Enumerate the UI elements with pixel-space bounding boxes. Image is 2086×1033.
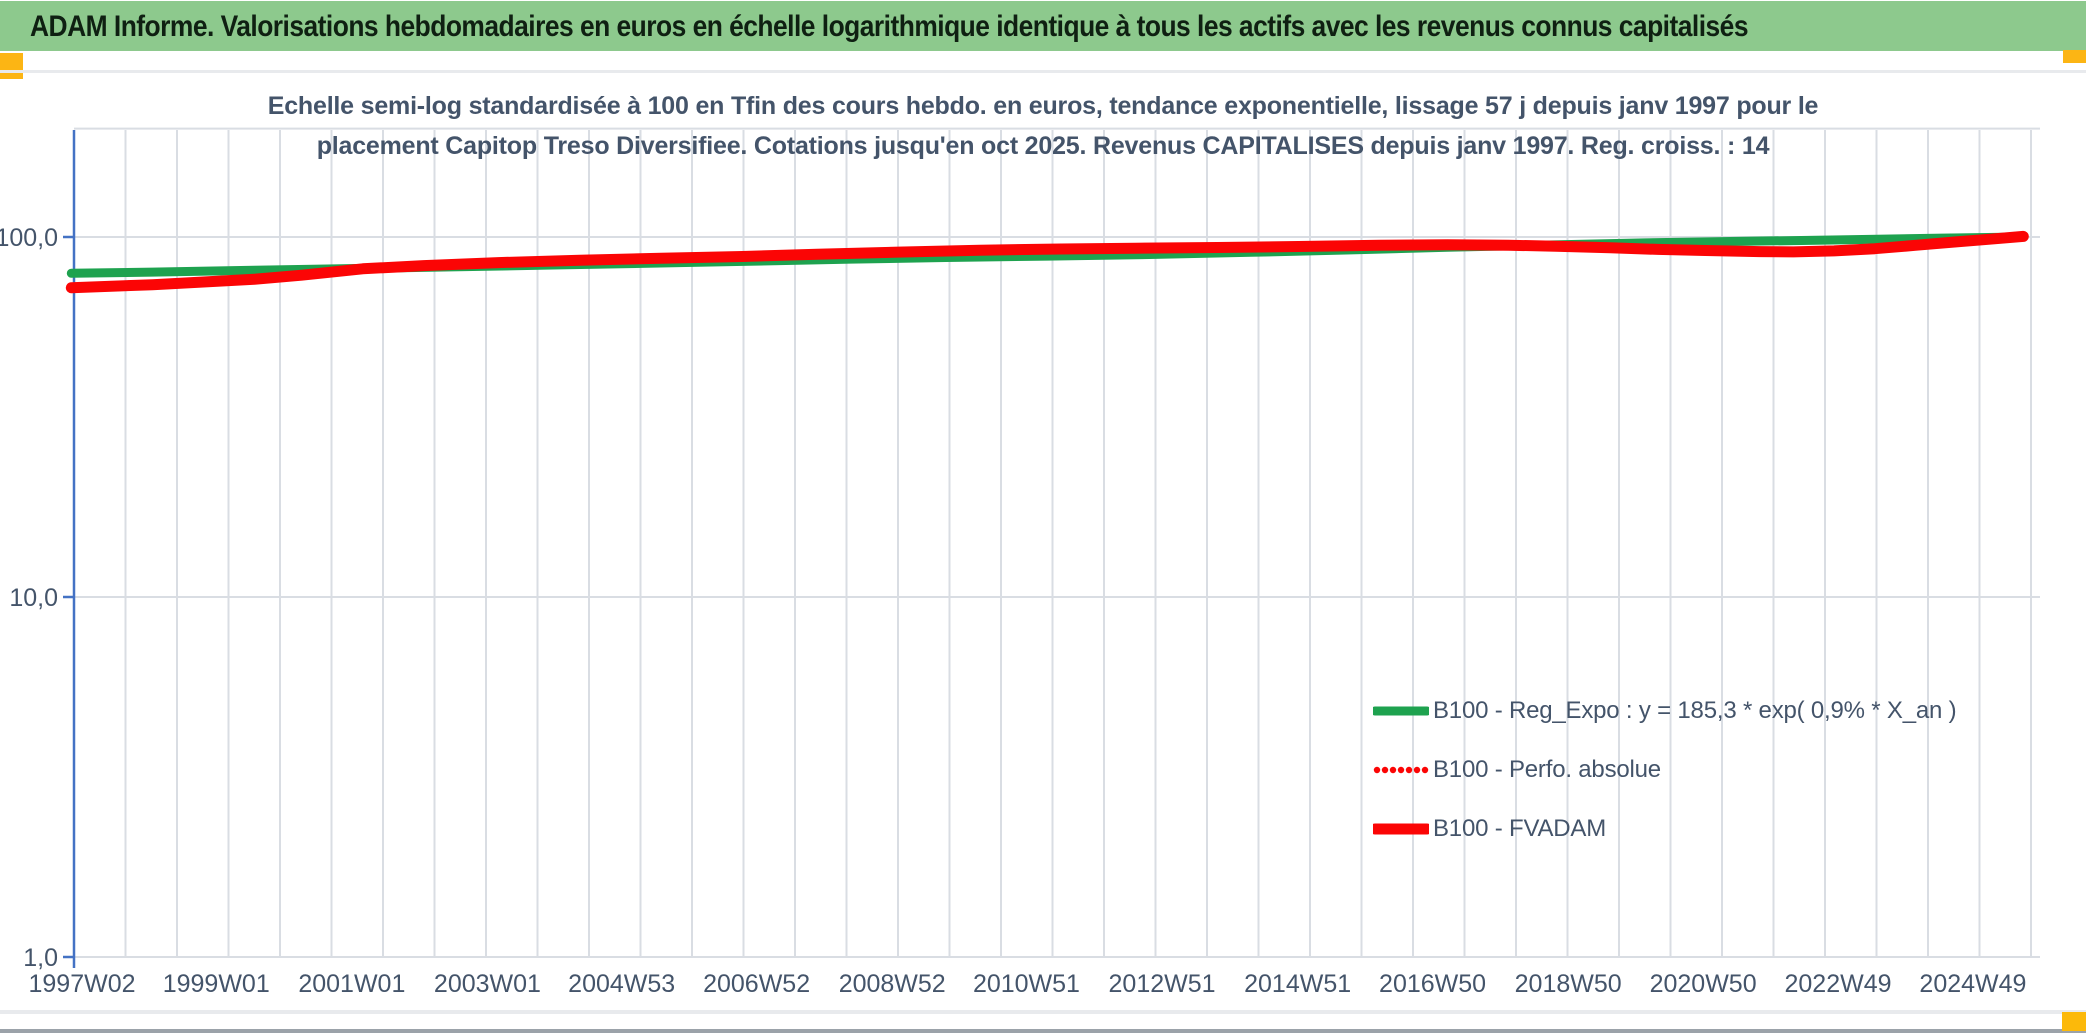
divider-bottom [0,1010,2086,1014]
chart-legend: B100 - Reg_Expo : y = 185,3 * exp( 0,9% … [1369,691,1957,868]
x-axis-label: 2008W52 [839,970,946,998]
x-axis-label: 2022W49 [1785,970,1892,998]
x-axis-label: 2018W50 [1515,970,1622,998]
legend-label: B100 - Perfo. absolue [1433,756,1661,783]
x-axis-label: 2001W01 [298,970,405,998]
legend-line-sample-red-dotted [1373,762,1429,778]
x-axis-label: 2014W51 [1244,970,1351,998]
bottom-edge-line [0,1029,2086,1033]
x-axis-label: 2006W52 [703,970,810,998]
header-bar: ADAM Informe. Valorisations hebdomadaire… [0,1,2086,51]
x-axis-label: 1997W02 [28,970,135,998]
series-line-2 [65,230,2029,294]
chart-title: Echelle semi-log standardisée à 100 en T… [0,86,2086,166]
x-axis-label: 1999W01 [163,970,270,998]
chart-title-line-2: placement Capitop Treso Diversifiee. Cot… [316,132,1770,160]
legend-label: B100 - FVADAM [1433,815,1607,842]
accent-square-bottom-right [2062,1012,2086,1031]
x-axis-label: 2020W50 [1650,970,1757,998]
x-axis-label: 2004W53 [568,970,675,998]
y-axis-label: 1,0 [23,944,58,972]
legend-line-sample-red-solid [1369,821,1433,837]
legend-label: B100 - Reg_Expo : y = 185,3 * exp( 0,9% … [1433,697,1957,724]
x-axis-label: 2016W50 [1379,970,1486,998]
x-axis-label: 2003W01 [434,970,541,998]
page-title: ADAM Informe. Valorisations hebdomadaire… [30,10,1749,43]
legend-item-perfo-absolue: B100 - Perfo. absolue [1373,750,1956,790]
x-axis-label: 2012W51 [1109,970,1216,998]
divider-top [0,70,2086,73]
legend-item-fvadam: B100 - FVADAM [1369,809,1956,849]
legend-line-sample-green [1370,703,1432,719]
accent-square-top-right [2063,50,2086,63]
x-axis-label: 2024W49 [1919,970,2026,998]
x-axis-label: 2010W51 [973,970,1080,998]
chart-title-line-1: Echelle semi-log standardisée à 100 en T… [267,92,1819,120]
legend-item-reg-expo: B100 - Reg_Expo : y = 185,3 * exp( 0,9% … [1370,691,1957,731]
y-axis-label: 100,0 [0,224,58,252]
y-axis-label: 10,0 [9,584,58,612]
